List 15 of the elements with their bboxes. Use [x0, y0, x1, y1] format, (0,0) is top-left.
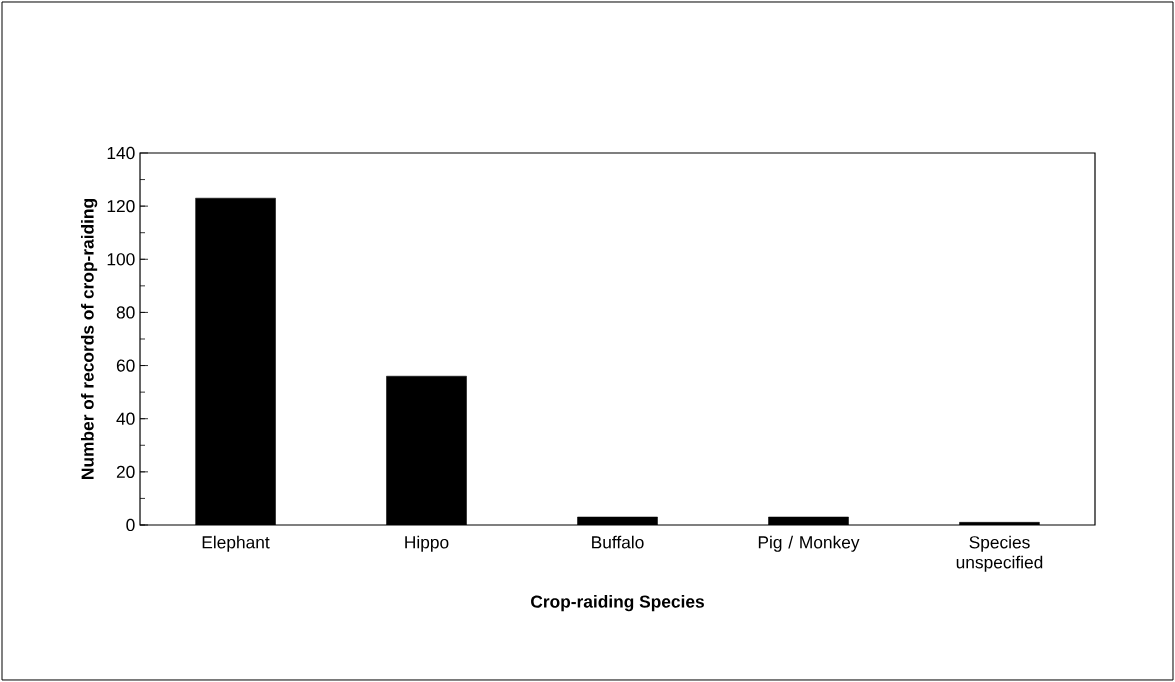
y-tick-label: 80: [116, 306, 135, 319]
x-axis-title: Crop-raiding Species: [531, 595, 704, 612]
x-tick-label: Species unspecified: [956, 535, 1043, 572]
y-tick-label: 100: [107, 253, 135, 266]
x-tick-label: Hippo: [405, 535, 449, 552]
y-tick-label: 20: [116, 465, 135, 478]
y-tick-label: 120: [107, 200, 135, 213]
y-axis-title: Number of records of crop-raiding: [80, 199, 98, 479]
x-tick-label: Elephant: [202, 535, 270, 552]
x-tick-label: Buffalo: [592, 535, 644, 549]
y-tick-label: 60: [116, 359, 135, 372]
y-tick-label: 0: [126, 518, 135, 532]
y-tick-label: 140: [107, 146, 135, 160]
y-tick-label: 40: [116, 412, 135, 425]
x-tick-label: Pig / Monkey: [758, 535, 860, 552]
